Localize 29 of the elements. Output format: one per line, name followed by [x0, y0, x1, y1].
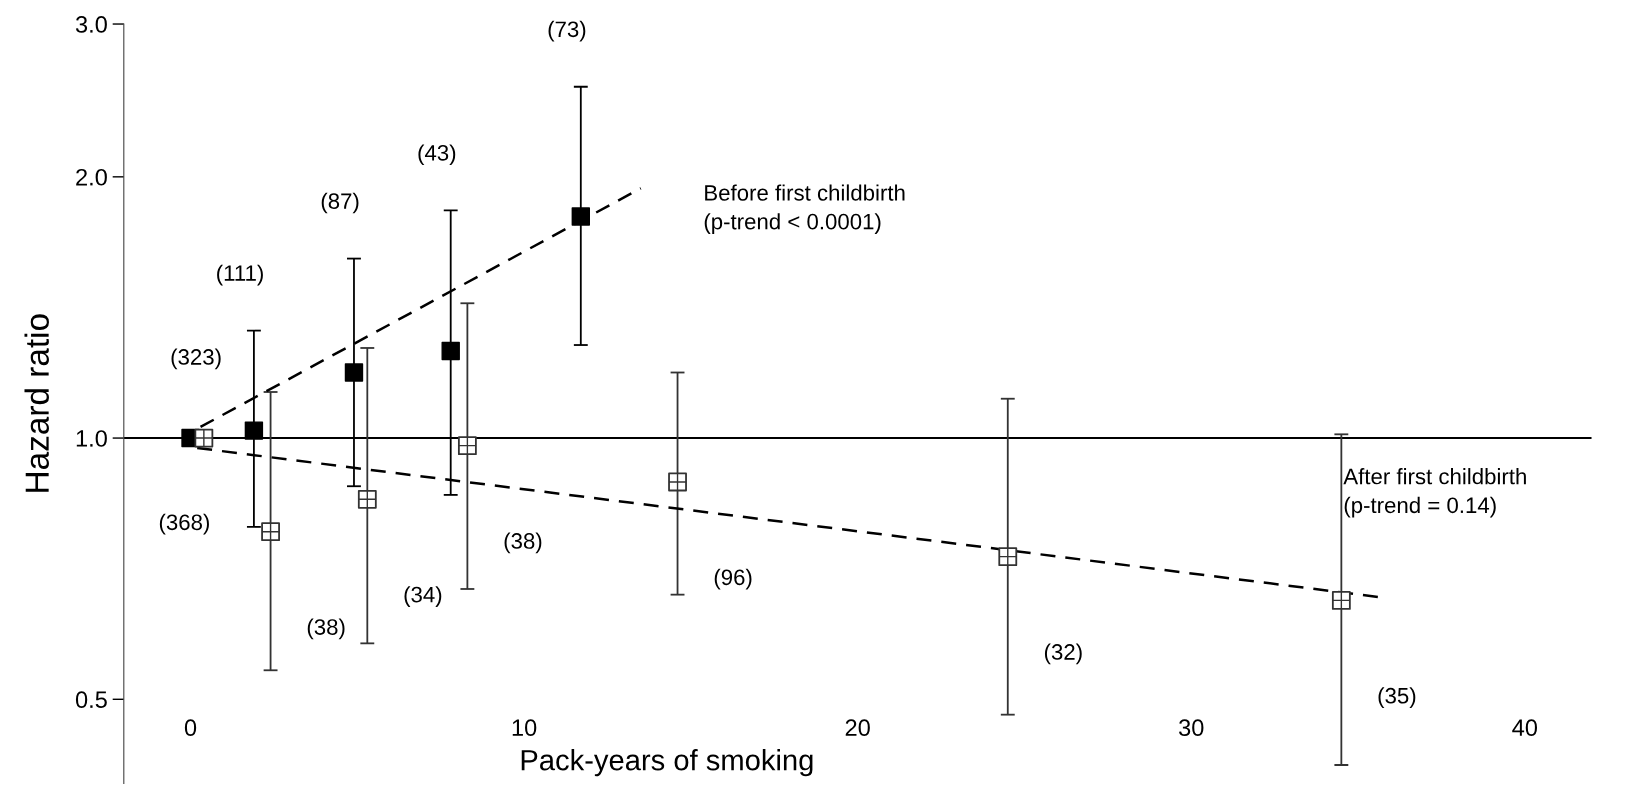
annotation: (38) — [307, 618, 345, 640]
x-axis-title: Pack-years of smoking — [521, 749, 813, 777]
annotation: (73) — [548, 20, 586, 42]
x-tick-label: 10 — [512, 719, 537, 737]
annotation: (111) — [217, 264, 263, 286]
annotation: (34) — [404, 586, 442, 607]
annotation: (96) — [714, 568, 752, 590]
point — [244, 421, 264, 440]
x-tick-label: 20 — [845, 719, 870, 737]
y-tick-label: 3.0 — [75, 16, 107, 33]
annotation: (32) — [1044, 643, 1082, 665]
y-tick-label: 2.0 — [76, 168, 107, 186]
point — [571, 207, 591, 226]
annotation: (368) — [159, 513, 209, 535]
annotation: Before first childbirth (p-trend < 0.0001) — [704, 184, 905, 234]
y-tick-label: 1.0 — [76, 430, 107, 447]
x-tick-label: 40 — [1512, 719, 1538, 737]
annotation: (323) — [171, 348, 221, 370]
annotation: After first childbirth (p-trend = 0.14) — [1343, 468, 1526, 518]
annotation: (38) — [504, 532, 542, 554]
point — [344, 363, 364, 382]
y-axis-title: Hazard ratio — [24, 314, 49, 492]
annotation: (43) — [418, 144, 456, 166]
x-tick-label: 30 — [1179, 719, 1204, 737]
y-tick-label: 0.5 — [75, 691, 107, 709]
x-tick-label: 0 — [184, 719, 197, 737]
annotation: (87) — [321, 192, 359, 214]
annotation: (35) — [1378, 687, 1416, 708]
point — [441, 341, 460, 361]
